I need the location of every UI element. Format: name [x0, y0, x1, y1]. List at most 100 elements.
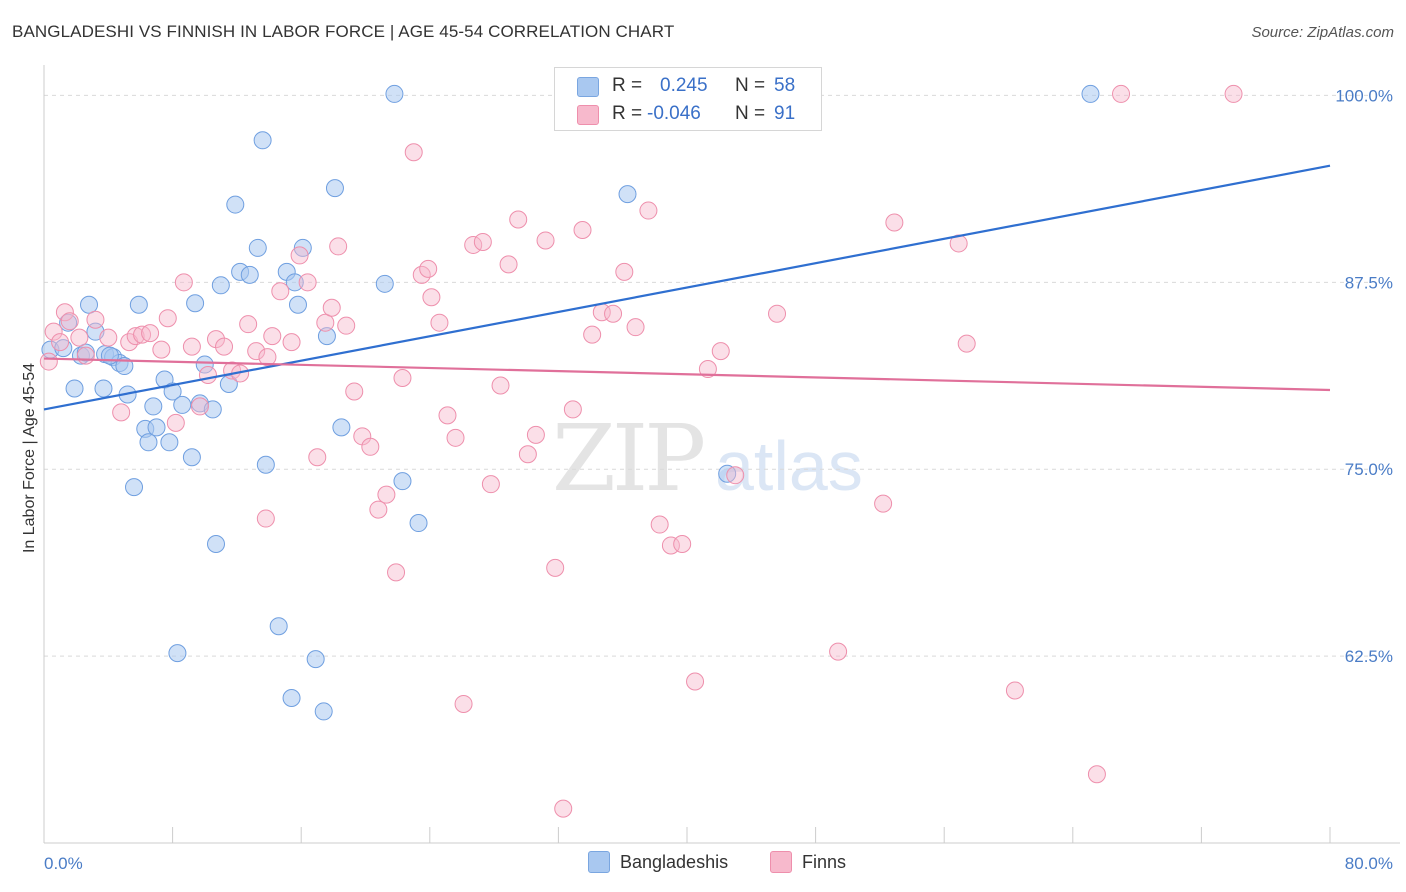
finn-point	[446, 428, 465, 447]
bangladeshi-point	[269, 617, 288, 636]
finn-point	[55, 303, 74, 322]
finn-point	[711, 342, 730, 361]
finn-point	[215, 337, 234, 356]
bangladeshi-point	[409, 514, 428, 533]
legend-item-finns: Finns	[770, 851, 846, 873]
finn-point	[190, 397, 209, 416]
finn-point	[1112, 84, 1131, 103]
bangladeshis-trend-line	[43, 164, 1331, 411]
r-label: R =	[612, 103, 643, 124]
finn-point	[563, 400, 582, 419]
legend-swatch-bangladeshis	[588, 851, 610, 873]
bangladeshi-point	[160, 433, 179, 452]
legend-label-bangladeshis: Bangladeshis	[620, 851, 729, 872]
finns-points	[39, 84, 1243, 818]
bangladeshi-point	[186, 294, 205, 313]
bangladeshi-point	[332, 418, 351, 437]
finn-point	[387, 563, 406, 582]
bangladeshi-point	[393, 472, 412, 491]
bangladeshi-point	[207, 534, 226, 553]
bangladeshi-point	[282, 688, 301, 707]
legend-item-bangladeshis: Bangladeshis	[588, 851, 728, 873]
finn-point	[393, 369, 412, 388]
finn-point	[290, 246, 309, 265]
finn-point	[247, 342, 266, 361]
finn-point	[518, 445, 537, 464]
finn-point	[419, 259, 438, 278]
finn-point	[308, 448, 327, 467]
finn-point	[377, 485, 396, 504]
bangladeshi-point	[144, 397, 163, 416]
finn-point	[271, 282, 290, 301]
y-tick-label: 75.0%	[1345, 460, 1393, 479]
y-tick-label: 62.5%	[1345, 647, 1393, 666]
r-label: R =	[612, 75, 643, 96]
finn-point	[554, 799, 573, 818]
n-label: N =	[735, 75, 766, 96]
finn-point	[499, 255, 518, 274]
finn-point	[152, 340, 171, 359]
bangladeshi-point	[80, 295, 99, 314]
legend-swatch-finns	[577, 105, 599, 125]
finn-point	[829, 642, 848, 661]
finn-point	[650, 515, 669, 534]
finn-point	[957, 334, 976, 353]
finn-point	[404, 143, 423, 162]
finn-point	[526, 425, 545, 444]
finn-point	[51, 333, 70, 352]
bangladeshi-point	[1081, 84, 1100, 103]
finn-point	[182, 337, 201, 356]
finn-point	[422, 288, 441, 307]
finn-point	[112, 403, 131, 422]
bangladeshi-point	[125, 478, 144, 497]
bangladeshi-point	[129, 295, 148, 314]
finn-point	[661, 536, 680, 555]
finn-point	[369, 500, 388, 519]
correlation-legend: R = 0.245 N = 58 R = -0.046 N = 91	[554, 67, 822, 131]
finn-point	[70, 328, 89, 347]
finn-point	[166, 413, 185, 432]
x-tick-label: 0.0%	[44, 854, 83, 873]
finn-point	[174, 273, 193, 292]
bangladeshi-point	[163, 382, 182, 401]
finn-point	[454, 694, 473, 713]
finns-trend-line	[43, 357, 1331, 392]
bangladeshi-point	[325, 179, 344, 198]
finn-point	[298, 273, 317, 292]
finn-point	[430, 313, 449, 332]
bangladeshi-point	[65, 379, 84, 398]
source-label: Source: ZipAtlas.com	[1251, 24, 1394, 41]
bangladeshi-point	[94, 379, 113, 398]
finn-point	[316, 313, 335, 332]
bangladeshis-points	[41, 84, 1100, 721]
finn-point	[768, 304, 787, 323]
finn-point	[322, 298, 341, 317]
gridlines	[44, 94, 1370, 657]
finn-point	[726, 466, 745, 485]
finn-point	[263, 327, 282, 346]
bangladeshi-point	[182, 448, 201, 467]
finn-point	[1224, 84, 1243, 103]
watermark-zip: ZIP	[552, 405, 703, 512]
bangladeshi-point	[240, 265, 259, 284]
bangladeshi-point	[115, 357, 134, 376]
finn-point	[885, 213, 904, 232]
finn-point	[509, 210, 528, 229]
finn-point	[258, 348, 277, 367]
bangladeshi-point	[211, 276, 230, 295]
finn-point	[874, 494, 893, 513]
bangladeshi-point	[288, 295, 307, 314]
watermark-atlas: atlas	[715, 427, 863, 505]
bangladeshi-point	[195, 355, 214, 374]
bangladeshi-point	[168, 644, 187, 663]
finn-point	[583, 325, 602, 344]
finn-point	[626, 318, 645, 337]
finn-point	[239, 315, 258, 334]
finn-point	[536, 231, 555, 250]
finn-point	[698, 360, 717, 379]
bangladeshi-point	[256, 455, 275, 474]
finn-point	[464, 235, 483, 254]
n-value: 58	[774, 75, 796, 96]
finn-point	[44, 322, 63, 341]
